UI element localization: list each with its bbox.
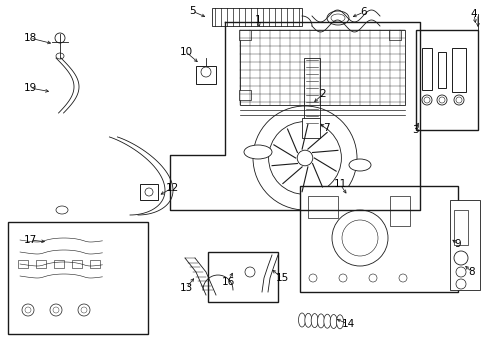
Circle shape xyxy=(421,95,431,105)
Circle shape xyxy=(453,95,463,105)
Circle shape xyxy=(297,150,312,166)
Text: 15: 15 xyxy=(275,273,288,283)
Bar xyxy=(307,196,337,218)
Bar xyxy=(196,66,216,84)
Bar xyxy=(36,260,46,268)
Bar xyxy=(212,8,302,26)
Circle shape xyxy=(308,274,316,282)
Ellipse shape xyxy=(326,11,348,25)
Circle shape xyxy=(78,304,90,316)
Bar xyxy=(140,184,158,200)
Text: 4: 4 xyxy=(470,9,476,19)
Circle shape xyxy=(50,304,62,316)
Circle shape xyxy=(252,106,356,210)
Ellipse shape xyxy=(323,314,330,328)
Text: 9: 9 xyxy=(454,239,460,249)
Bar xyxy=(302,118,319,138)
Circle shape xyxy=(455,279,465,289)
Text: 12: 12 xyxy=(165,183,178,193)
Text: 10: 10 xyxy=(179,47,192,57)
Ellipse shape xyxy=(310,314,318,328)
Text: 17: 17 xyxy=(23,235,37,245)
Ellipse shape xyxy=(330,14,345,22)
Circle shape xyxy=(145,188,153,196)
Bar xyxy=(421,48,431,90)
Circle shape xyxy=(423,97,429,103)
Ellipse shape xyxy=(298,313,305,327)
Ellipse shape xyxy=(56,206,68,214)
Circle shape xyxy=(455,267,465,277)
Circle shape xyxy=(455,97,461,103)
Text: 14: 14 xyxy=(341,319,354,329)
Ellipse shape xyxy=(261,291,268,297)
Ellipse shape xyxy=(336,315,343,329)
Bar xyxy=(54,260,64,268)
Text: 8: 8 xyxy=(468,267,474,277)
Ellipse shape xyxy=(329,315,337,328)
Bar xyxy=(453,210,467,245)
Bar xyxy=(389,196,409,226)
Bar xyxy=(207,252,278,302)
Text: 18: 18 xyxy=(23,33,37,43)
Circle shape xyxy=(244,267,254,277)
Text: 7: 7 xyxy=(322,123,328,133)
Circle shape xyxy=(81,307,87,313)
Bar xyxy=(240,30,404,105)
Circle shape xyxy=(453,251,467,265)
Text: 11: 11 xyxy=(333,179,346,189)
Circle shape xyxy=(201,67,210,77)
Ellipse shape xyxy=(304,313,311,327)
Circle shape xyxy=(398,274,406,282)
Circle shape xyxy=(368,274,376,282)
Bar xyxy=(18,260,28,268)
Bar xyxy=(388,30,400,40)
Circle shape xyxy=(436,95,446,105)
Text: 3: 3 xyxy=(411,125,417,135)
Circle shape xyxy=(25,307,31,313)
Bar xyxy=(8,222,148,334)
Text: 6: 6 xyxy=(360,7,366,17)
Circle shape xyxy=(22,304,34,316)
Circle shape xyxy=(341,220,377,256)
Text: 1: 1 xyxy=(254,15,261,25)
Text: 13: 13 xyxy=(179,283,192,293)
Circle shape xyxy=(338,274,346,282)
Text: 16: 16 xyxy=(221,277,234,287)
Bar xyxy=(239,90,250,100)
Bar xyxy=(451,48,465,92)
Ellipse shape xyxy=(317,314,324,328)
Bar xyxy=(299,186,457,292)
Text: 19: 19 xyxy=(23,83,37,93)
Bar xyxy=(239,30,250,40)
Circle shape xyxy=(331,210,387,266)
Circle shape xyxy=(55,33,65,43)
Ellipse shape xyxy=(348,159,370,171)
Ellipse shape xyxy=(56,53,64,59)
Circle shape xyxy=(53,307,59,313)
Bar xyxy=(415,30,477,130)
Text: 2: 2 xyxy=(319,89,325,99)
Bar xyxy=(90,260,100,268)
Bar xyxy=(72,260,82,268)
Bar xyxy=(449,200,479,290)
Text: 5: 5 xyxy=(188,6,195,16)
Ellipse shape xyxy=(244,145,271,159)
Circle shape xyxy=(268,122,341,194)
Bar xyxy=(304,58,319,130)
Bar xyxy=(437,52,445,88)
Circle shape xyxy=(438,97,444,103)
